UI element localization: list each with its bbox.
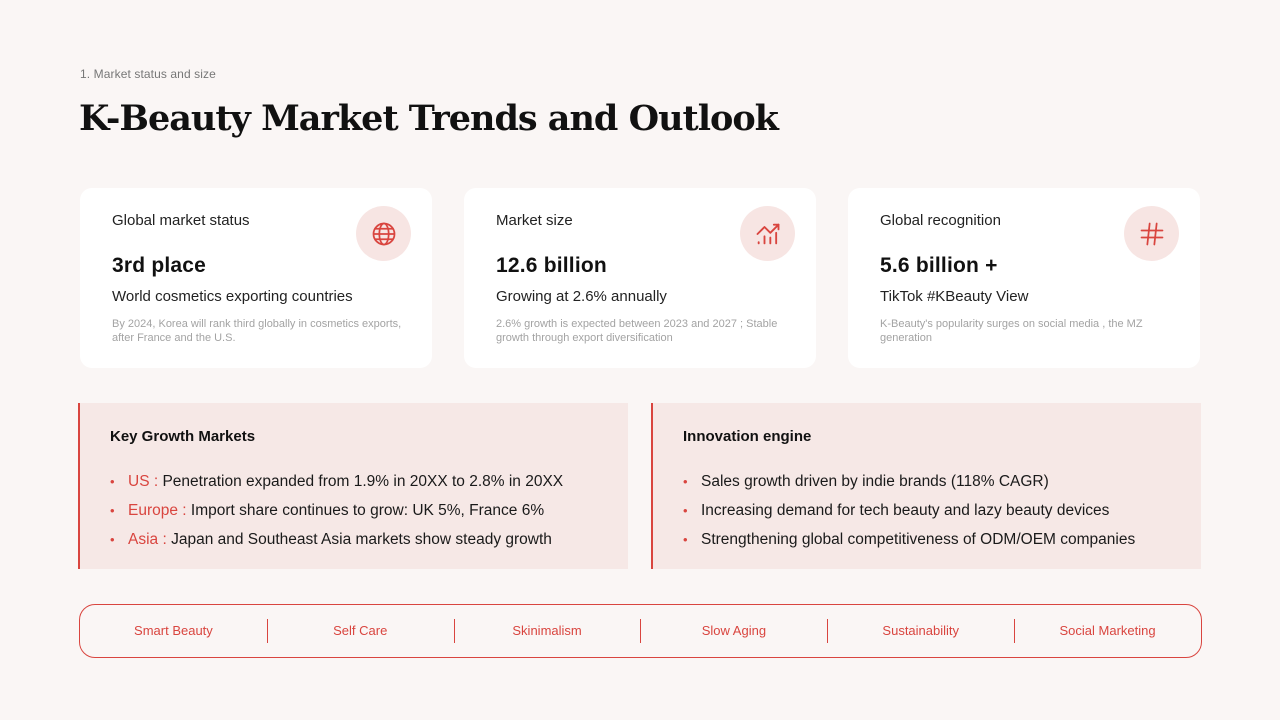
bullet-icon: • [110, 532, 115, 547]
card-label: Global recognition [880, 212, 1001, 229]
bullet-icon: • [683, 532, 688, 547]
market-text: Penetration expanded from 1.9% in 20XX t… [162, 473, 564, 490]
list-item: • Asia : Japan and Southeast Asia markets… [110, 525, 563, 554]
list-item: • Strengthening global competitiveness of… [683, 525, 1135, 554]
page-title: K-Beauty Market Trends and Outlook [79, 98, 779, 139]
card-value: 3rd place [112, 254, 207, 277]
card-value: 12.6 billion [496, 254, 607, 277]
card-value: 5.6 billion + [880, 254, 998, 277]
card-label: Global market status [112, 212, 250, 229]
panel-key-growth-markets: Key Growth Markets • US : Penetration exp… [78, 403, 628, 569]
card-description: K-Beauty's popularity surges on social m… [880, 318, 1143, 344]
list-item: • US : Penetration expanded from 1.9% in … [110, 467, 563, 496]
bullet-icon: • [110, 474, 115, 489]
trend-tags-bar: Smart Beauty Self Care Skinimalism Slow … [79, 604, 1202, 658]
growth-markets-list: • US : Penetration expanded from 1.9% in … [110, 467, 563, 554]
bullet-icon: • [110, 503, 115, 518]
list-item: • Increasing demand for tech beauty and l… [683, 496, 1135, 525]
card-global-market-status: Global market status 3rd place World cos… [80, 188, 432, 368]
globe-icon [356, 206, 411, 261]
market-text: Japan and Southeast Asia markets show st… [171, 531, 552, 548]
innovation-text: Sales growth driven by indie brands (118… [701, 473, 1049, 490]
market-text: Import share continues to grow: UK 5%, F… [190, 502, 545, 519]
tag-smart-beauty: Smart Beauty [134, 623, 213, 638]
card-description: 2.6% growth is expected between 2023 and… [496, 318, 778, 344]
tag-self-care: Self Care [266, 619, 454, 643]
card-subtitle: TikTok #KBeauty View [880, 288, 1029, 305]
hashtag-icon [1124, 206, 1179, 261]
list-item: • Sales growth driven by indie brands (11… [683, 467, 1135, 496]
tag-skinimalism: Skinimalism [453, 619, 641, 643]
section-eyebrow: 1. Market status and size [80, 67, 216, 81]
card-market-size: Market size 12.6 billion Growing at 2.6%… [464, 188, 816, 368]
market-label: US : [128, 473, 163, 490]
card-global-recognition: Global recognition 5.6 billion + TikTok … [848, 188, 1200, 368]
list-item: • Europe : Import share continues to grow… [110, 496, 563, 525]
card-description: By 2024, Korea will rank third globally … [112, 318, 402, 344]
card-subtitle: World cosmetics exporting countries [112, 288, 353, 305]
tag-social-marketing: Social Marketing [1014, 619, 1201, 643]
innovation-text: Increasing demand for tech beauty and la… [701, 502, 1110, 519]
panel-innovation-engine: Innovation engine • Sales growth driven b… [651, 403, 1201, 569]
innovation-list: • Sales growth driven by indie brands (11… [683, 467, 1135, 554]
stat-cards: Global market status 3rd place World cos… [80, 188, 1201, 368]
growth-chart-icon [740, 206, 795, 261]
tag-sustainability: Sustainability [827, 619, 1014, 643]
market-label: Europe : [128, 502, 191, 519]
card-label: Market size [496, 212, 573, 229]
bullet-icon: • [683, 503, 688, 518]
panel-title: Key Growth Markets [110, 428, 256, 445]
bullet-icon: • [683, 474, 688, 489]
card-subtitle: Growing at 2.6% annually [496, 288, 667, 305]
market-label: Asia : [128, 531, 172, 548]
innovation-text: Strengthening global competitiveness of … [701, 531, 1136, 548]
tag-slow-aging: Slow Aging [640, 619, 827, 643]
panel-title: Innovation engine [683, 428, 812, 445]
